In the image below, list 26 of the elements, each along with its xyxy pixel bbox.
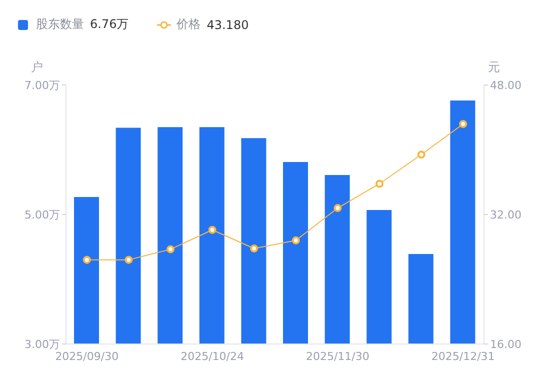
y-axis-title: 户 (31, 60, 43, 74)
y2-tick-label: 48.00 (490, 78, 522, 92)
text: 6.76万 (90, 16, 129, 33)
point (334, 204, 342, 212)
x-tick-label: 2025/09/30 (55, 350, 119, 363)
y-tick-label: 5.00万 (24, 208, 60, 222)
x-tick-label: 2025/12/31 (431, 350, 495, 363)
y-tick-label: 7.00万 (24, 78, 60, 92)
point (166, 245, 174, 254)
point (250, 244, 258, 252)
x-tick-label: 2025/11/30 (306, 350, 370, 363)
point (82, 256, 91, 264)
point (208, 226, 216, 234)
y2-tick-label: 16.00 (490, 338, 522, 351)
text: 43.180 (206, 18, 249, 32)
x-tick-label: 2025/10/24 (180, 350, 244, 363)
point (376, 180, 384, 188)
point (459, 120, 468, 128)
y2-tick-label: 32.00 (490, 208, 522, 222)
point (292, 236, 300, 244)
y-tick-label: 3.00万 (24, 338, 60, 351)
y2-axis-title: 元 (488, 60, 500, 74)
legend-label: 价格 (176, 16, 201, 33)
point (417, 150, 426, 159)
point (124, 256, 133, 264)
legend-label: 股东数量 (36, 16, 84, 33)
